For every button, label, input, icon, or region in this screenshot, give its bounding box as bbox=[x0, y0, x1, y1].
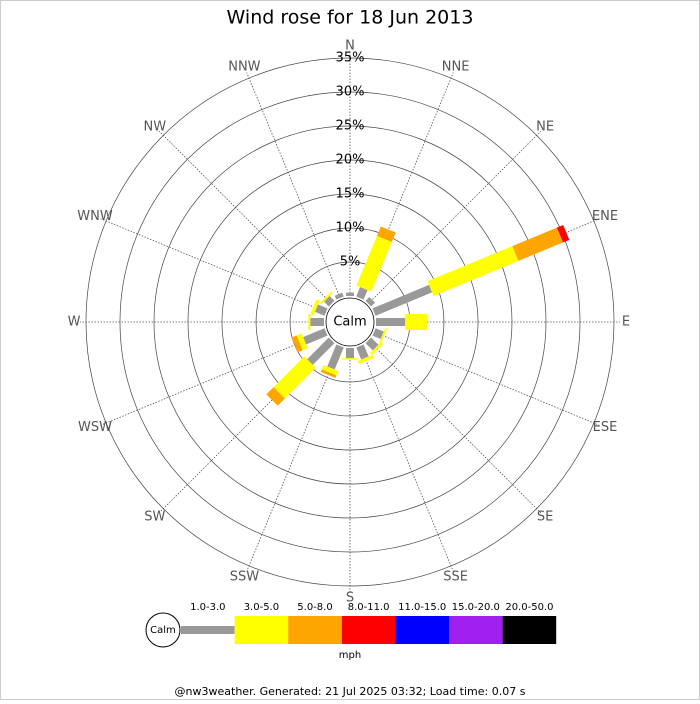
legend-calm-label: Calm bbox=[150, 625, 176, 636]
bar-segment bbox=[356, 235, 392, 292]
legend-calm bbox=[145, 612, 181, 648]
legend-swatch bbox=[288, 616, 342, 644]
bar-segment bbox=[334, 292, 344, 300]
direction-label: W bbox=[68, 315, 81, 330]
r-tick-label: 15% bbox=[336, 187, 365, 202]
calm-circle bbox=[325, 297, 375, 347]
bar-segment bbox=[372, 284, 433, 316]
direction-label: E bbox=[622, 315, 630, 330]
legend-label: 15.0-20.0 bbox=[452, 602, 500, 613]
legend-label: 3.0-5.0 bbox=[244, 602, 279, 613]
bar-segment bbox=[266, 387, 285, 406]
r-tick-label: 35% bbox=[336, 51, 365, 66]
bar-segment bbox=[377, 226, 396, 242]
r-tick-label: 25% bbox=[336, 119, 365, 134]
r-tick-label: 5% bbox=[340, 255, 361, 270]
legend-swatch bbox=[449, 616, 503, 644]
legend-label: 20.0-50.0 bbox=[505, 602, 553, 613]
bar-segment bbox=[273, 356, 316, 399]
bar-segment bbox=[372, 328, 384, 340]
grid-ring bbox=[85, 57, 615, 587]
legend-swatch bbox=[341, 616, 396, 644]
bar-segment bbox=[323, 295, 335, 307]
bar-segment bbox=[307, 337, 335, 365]
bar-segment bbox=[365, 337, 379, 351]
legend-swatch bbox=[234, 616, 289, 644]
grid-ring bbox=[119, 91, 581, 553]
direction-label: WSW bbox=[78, 420, 112, 435]
chart-title: Wind rose for 18 Jun 2013 bbox=[227, 7, 474, 29]
bar-segment bbox=[320, 369, 337, 378]
calm-label: Calm bbox=[333, 315, 366, 330]
legend-label: 8.0-11.0 bbox=[348, 602, 390, 613]
direction-label: NNW bbox=[228, 60, 260, 75]
bar-segment bbox=[327, 344, 344, 370]
direction-label: SE bbox=[537, 510, 553, 525]
bars bbox=[266, 225, 570, 406]
legend-label: 5.0-8.0 bbox=[297, 602, 332, 613]
direction-label: ENE bbox=[592, 209, 618, 224]
direction-label: SSE bbox=[443, 569, 468, 584]
legend-swatch bbox=[502, 616, 557, 644]
legend-label: 1.0-3.0 bbox=[190, 602, 225, 613]
direction-label: ESE bbox=[593, 420, 618, 435]
direction-label: WNW bbox=[77, 209, 113, 224]
direction-label: NNE bbox=[442, 60, 470, 75]
bar-segment bbox=[512, 227, 564, 261]
grid-ring bbox=[255, 227, 445, 417]
bar-segment bbox=[369, 341, 384, 356]
bar-segment bbox=[296, 333, 308, 351]
r-tick-label: 10% bbox=[336, 221, 365, 236]
bar-segment bbox=[356, 344, 369, 360]
direction-label: S bbox=[346, 591, 354, 606]
bar-segment bbox=[379, 327, 388, 344]
direction-label: N bbox=[345, 39, 355, 54]
legend-swatch bbox=[395, 616, 449, 644]
bar-segment bbox=[319, 291, 333, 305]
direction-label: SW bbox=[144, 510, 165, 525]
direction-label: NW bbox=[144, 119, 167, 134]
bar-segment bbox=[321, 364, 339, 376]
r-tick-label: 20% bbox=[336, 153, 365, 168]
direction-label: NE bbox=[536, 119, 554, 134]
grid-ring bbox=[187, 159, 513, 485]
grid-ring bbox=[221, 193, 479, 451]
legend-swatch bbox=[181, 626, 235, 634]
grid-ring bbox=[153, 125, 547, 519]
direction-label: SSW bbox=[230, 569, 260, 584]
bar-segment bbox=[291, 335, 303, 353]
bar-segment bbox=[556, 225, 570, 243]
bar-segment bbox=[356, 287, 368, 300]
bar-segment bbox=[427, 246, 519, 297]
bar-segment bbox=[310, 299, 320, 316]
bar-segment bbox=[315, 304, 328, 316]
bar-segment bbox=[365, 296, 376, 307]
r-tick-label: 30% bbox=[336, 85, 365, 100]
bar-segment bbox=[303, 328, 328, 345]
legend-unit: mph bbox=[339, 650, 361, 661]
footer: @nw3weather. Generated: 21 Jul 2025 03:3… bbox=[175, 685, 526, 698]
legend-label: 11.0-15.0 bbox=[398, 602, 446, 613]
bar-segment bbox=[357, 354, 374, 365]
